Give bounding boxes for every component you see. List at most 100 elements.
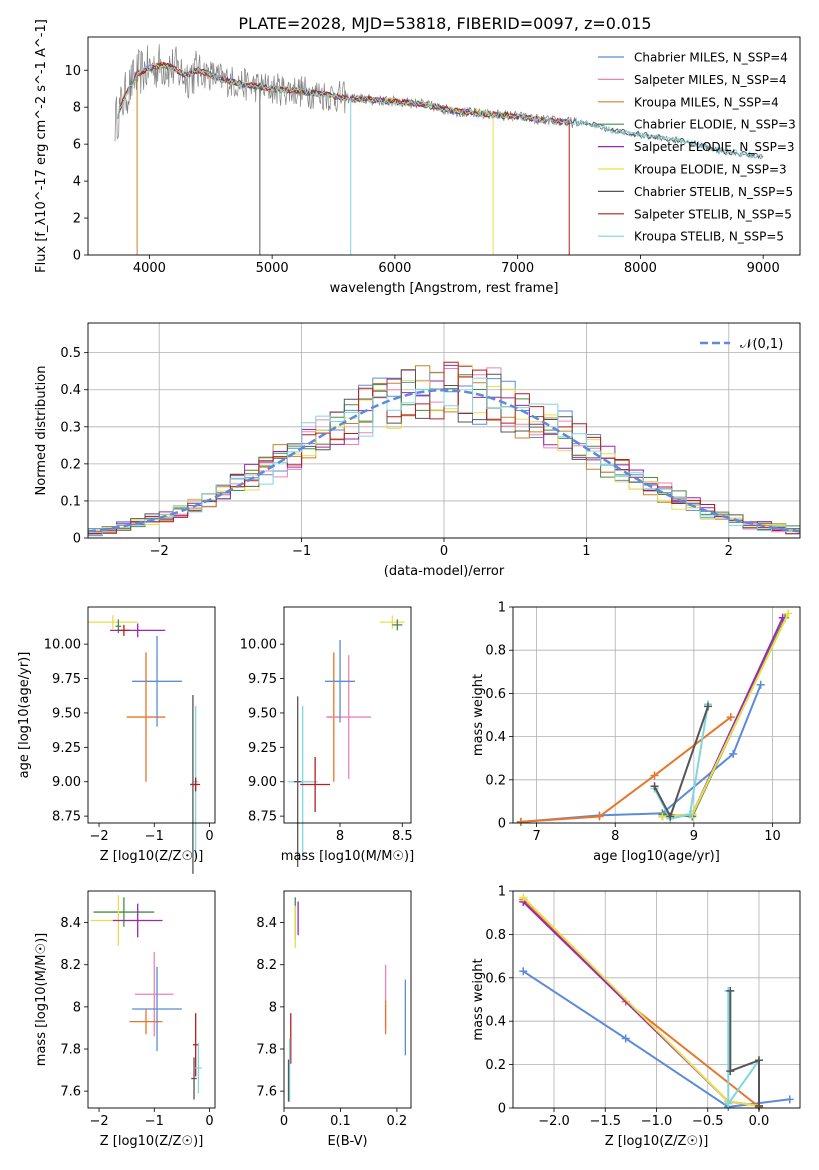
x-tick-label: 8 [336, 829, 344, 844]
y-axis-label: Flux [f_λ10^-17 erg cm^-2 s^-1 A^-1] [34, 19, 49, 273]
y-tick-label: 0.6 [485, 971, 506, 986]
plot-area [114, 44, 764, 255]
plus-marker [595, 812, 604, 821]
series-line [522, 898, 760, 1108]
panel-mass_vs_EBV: 0 0.1 0.2 7.6 7.8 8 8.2 8.4 E(B-V) [256, 890, 412, 1149]
plus-marker [621, 1034, 630, 1043]
y-tick-label: 9.75 [52, 672, 81, 687]
axes-frame [87, 890, 216, 1109]
model-kroupa_stelib-line [117, 63, 763, 159]
legend-entry: Kroupa MILES, N_SSP=4 [634, 95, 779, 109]
x-tick-label: −1 [292, 544, 311, 559]
y-tick-label: 1 [498, 601, 506, 616]
legend-entry: 𝒩(0,1) [740, 337, 783, 352]
data-point [93, 897, 155, 927]
histogram-kroupa_stelib [88, 377, 800, 536]
y-tick-label: 10.00 [44, 638, 81, 653]
y-tick-label: 9.00 [52, 775, 81, 790]
plus-marker [658, 812, 667, 821]
plot-area [287, 615, 405, 868]
plus-marker [666, 812, 675, 821]
legend-entry: Salpeter MILES, N_SSP=4 [634, 73, 787, 87]
data-point [325, 640, 355, 723]
data-point [126, 652, 166, 782]
data-point [88, 615, 138, 630]
x-tick-label: −2 [150, 544, 169, 559]
plus-marker [785, 1095, 794, 1104]
x-tick-label: −2 [89, 1114, 108, 1129]
data-point [392, 619, 403, 631]
y-tick-label: 9.50 [52, 706, 81, 721]
y-tick-label: 0.1 [60, 494, 81, 509]
y-tick-label: 7.6 [60, 1085, 81, 1100]
y-axis-label: mass weight [471, 958, 486, 1040]
legend-entry: Chabrier MILES, N_SSP=4 [634, 51, 788, 65]
y-axis-label: Normed distribution [34, 366, 49, 496]
y-tick-label: 0.4 [485, 1015, 506, 1030]
panel-massweight_vs_age: 7 8 9 10 0 0.2 0.4 0.6 0.8 1 age [log10(age/yr)] ma… [471, 601, 801, 864]
plus-marker [650, 771, 659, 780]
x-tick-label: 0 [280, 1114, 288, 1129]
normal-reference-curve [88, 388, 800, 533]
legend-entry: Salpeter STELIB, N_SSP=5 [634, 207, 792, 221]
axes-frame [87, 322, 801, 539]
plot-area [519, 893, 794, 1111]
legend: Chabrier MILES, N_SSP=4 Salpeter MILES, N… [598, 51, 796, 244]
axes-frame [283, 890, 412, 1109]
plus-marker [729, 749, 738, 758]
x-tick-label: 8.5 [392, 829, 413, 844]
x-axis-label: Z [log10(Z/Z☉)] [605, 1134, 709, 1149]
y-tick-label: 8 [73, 101, 81, 116]
y-tick-label: 0.4 [60, 383, 81, 398]
data-point [112, 903, 163, 938]
data-point [132, 635, 182, 727]
plus-marker [650, 782, 659, 791]
y-tick-label: 0.3 [60, 420, 81, 435]
y-tick-label: 4 [73, 175, 81, 190]
x-tick-label: 7 [532, 829, 540, 844]
y-tick-label: 0.4 [485, 730, 506, 745]
x-tick-label: 2 [725, 544, 733, 559]
panel-residual_histogram: −2 −1 0 1 2 0 0.1 0.2 0.3 0.4 0.5 (data-model)/erro… [34, 322, 801, 579]
data-point [379, 615, 405, 630]
series-line [522, 896, 760, 1107]
data-point [191, 777, 201, 792]
plus-marker [519, 893, 528, 902]
x-tick-label: 0.1 [330, 1114, 351, 1129]
data-point [134, 952, 174, 1037]
x-tick-label: 0.0 [749, 1114, 770, 1129]
y-tick-label: 8.4 [60, 916, 81, 931]
x-tick-label: 7000 [501, 261, 534, 276]
data-point [191, 1057, 197, 1100]
x-tick-label: 1 [582, 544, 590, 559]
y-tick-label: 7.8 [256, 1043, 277, 1058]
axes-frame [87, 606, 216, 824]
x-tick-label: 8 [611, 829, 619, 844]
spectrum-data-line [114, 44, 764, 160]
x-tick-label: 8000 [624, 261, 657, 276]
x-axis-label: age [log10(age/yr)] [593, 849, 720, 864]
plus-marker [726, 713, 735, 722]
y-tick-label: 0 [73, 532, 81, 547]
y-tick-label: 0.2 [60, 457, 81, 472]
y-tick-label: 0 [498, 1102, 506, 1117]
axes-frame [512, 890, 801, 1109]
series-line [520, 684, 762, 823]
x-axis-label: Z [log10(Z/Z☉)] [100, 849, 204, 864]
plus-marker [516, 817, 525, 826]
panel-mass_vs_Z: −2 −1 0 7.6 7.8 8 8.2 8.4 Z [log10(Z/Z☉)] mass [l… [34, 890, 216, 1149]
x-tick-label: −1 [145, 1114, 164, 1129]
x-tick-label: 9000 [747, 261, 780, 276]
panel-massweight_vs_Z: −2.0 −1.5 −1.0 −0.5 0.0 0 0.2 0.4 0.6 0.8 1 Z [log1… [471, 885, 801, 1149]
x-tick-label: −1 [145, 829, 164, 844]
y-tick-label: 9.00 [248, 775, 277, 790]
plus-marker [726, 986, 735, 995]
y-tick-label: 1 [498, 885, 506, 900]
y-axis-label: mass weight [471, 674, 486, 756]
x-axis-label: E(B-V) [327, 1134, 367, 1149]
data-point [195, 1042, 202, 1094]
x-axis-label: mass [log10(M/M☉)] [281, 849, 414, 864]
data-point [300, 756, 331, 812]
x-tick-label: −2.0 [538, 1114, 570, 1129]
x-axis-label: Z [log10(Z/Z☉)] [100, 1134, 204, 1149]
